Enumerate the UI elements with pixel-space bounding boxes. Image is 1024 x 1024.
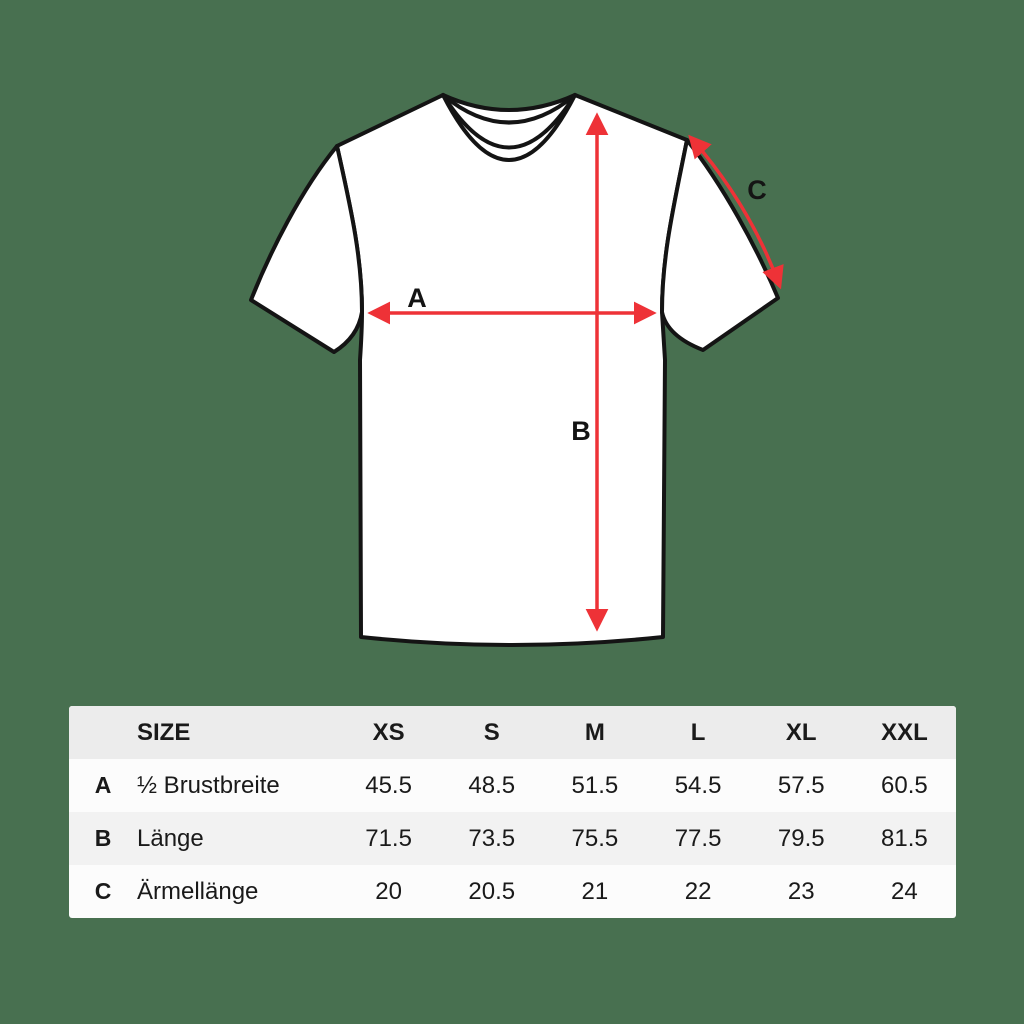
value-c-xxl: 24 xyxy=(891,877,918,905)
value-c-s: 20.5 xyxy=(468,877,516,905)
label-chest-width: A xyxy=(407,283,427,313)
measurement-name: Ärmellänge xyxy=(137,877,259,905)
value-a-xxl: 60.5 xyxy=(881,771,928,799)
size-column-xl: XL xyxy=(785,718,817,746)
size-column-s: S xyxy=(483,718,500,746)
collar-band-back xyxy=(441,93,577,125)
value-b-s: 73.5 xyxy=(468,824,516,852)
table-row-c: C Ärmellänge 20 20.5 21 22 23 24 xyxy=(69,865,956,918)
size-table: SIZE XS S M L XL XXL A ½ Brustbreite 45.5 48.5 51… xyxy=(69,706,956,918)
tshirt-body xyxy=(335,93,689,647)
value-c-xs: 20 xyxy=(375,877,402,905)
value-c-xl: 23 xyxy=(787,877,815,905)
label-length: B xyxy=(571,416,591,446)
size-column-header: SIZE xyxy=(137,718,191,746)
size-column-xxl: XXL xyxy=(881,718,928,746)
value-c-m: 21 xyxy=(581,877,609,905)
collar-opening xyxy=(441,93,577,150)
value-a-xs: 45.5 xyxy=(365,771,412,799)
row-letter: B xyxy=(94,825,112,851)
size-column-l: L xyxy=(690,718,706,746)
value-b-xxl: 81.5 xyxy=(881,824,928,852)
table-header-row: SIZE XS S M L XL XXL xyxy=(69,706,956,759)
value-b-xl: 79.5 xyxy=(777,824,825,852)
size-column-m: M xyxy=(584,718,605,746)
measure-c-arrow xyxy=(688,134,784,290)
value-a-l: 54.5 xyxy=(674,771,722,799)
value-c-l: 22 xyxy=(684,877,712,905)
table-row-a: A ½ Brustbreite 45.5 48.5 51.5 54.5 57.5 60.5 xyxy=(69,759,956,812)
value-a-xl: 57.5 xyxy=(777,771,825,799)
table-body: A ½ Brustbreite 45.5 48.5 51.5 54.5 57.5 60.5 B L… xyxy=(69,759,956,918)
row-letter: C xyxy=(94,878,112,904)
value-a-s: 48.5 xyxy=(468,771,516,799)
measurement-name: Länge xyxy=(137,824,204,852)
value-a-m: 51.5 xyxy=(571,771,619,799)
value-b-l: 77.5 xyxy=(674,824,722,852)
tshirt-left-sleeve xyxy=(249,144,364,354)
collar-band-front xyxy=(441,93,577,162)
value-b-m: 75.5 xyxy=(571,824,619,852)
row-letter: A xyxy=(94,772,112,798)
measurement-name: ½ Brustbreite xyxy=(137,771,280,799)
table-row-b: B Länge 71.5 73.5 75.5 77.5 79.5 81.5 xyxy=(69,812,956,865)
value-b-xs: 71.5 xyxy=(365,824,412,852)
size-column-xs: XS xyxy=(372,718,405,746)
label-sleeve-length: C xyxy=(747,175,767,205)
